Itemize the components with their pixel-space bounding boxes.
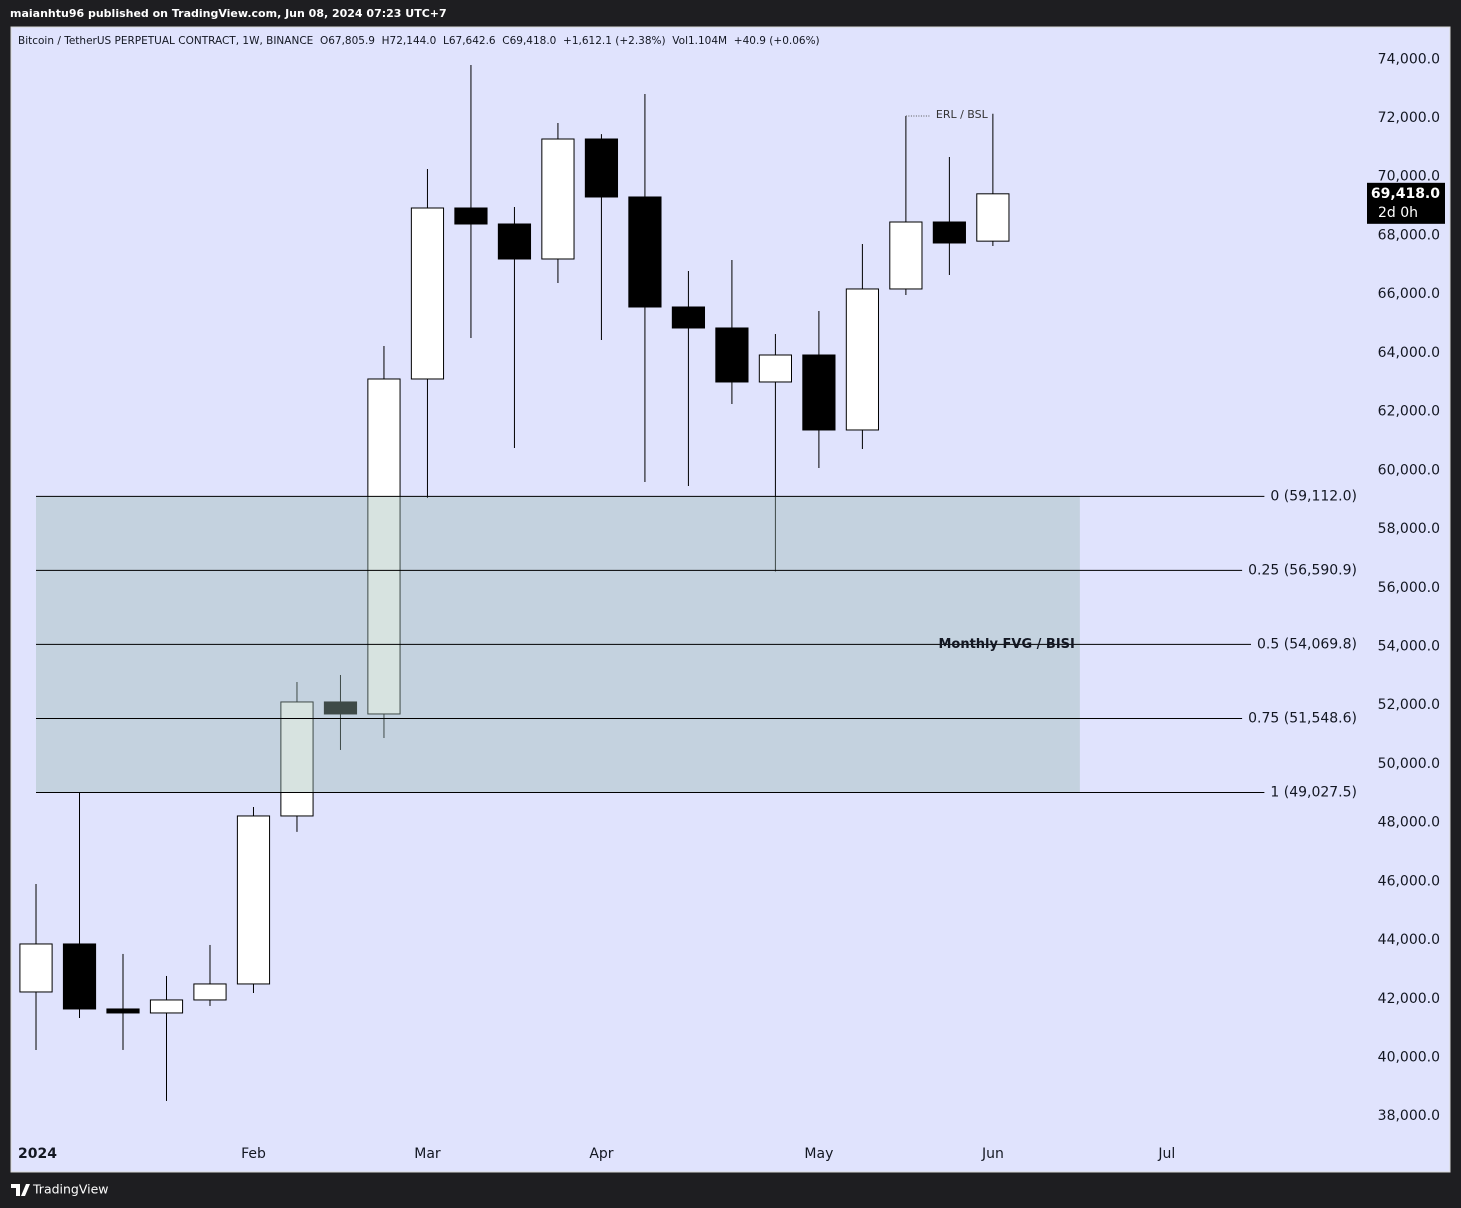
publisher: maianhtu96 published on TradingView.com,… (10, 7, 447, 20)
brand-logo (11, 1184, 30, 1196)
candle-body (149, 999, 184, 1014)
x-tick-label: May (804, 1146, 833, 1162)
y-tick-label: 48,000.0 (1378, 815, 1440, 831)
y-tick-label: 42,000.0 (1378, 991, 1440, 1007)
candle-body (236, 815, 271, 985)
level-label: 0.75 (51,548.6) (1248, 710, 1357, 726)
y-tick-label: 58,000.0 (1378, 521, 1440, 537)
candle-body (62, 943, 97, 1010)
y-tick-label: 38,000.0 (1378, 1108, 1440, 1124)
candle-body (932, 221, 966, 244)
candle-body (323, 701, 358, 715)
y-tick-label: 46,000.0 (1378, 873, 1440, 889)
candle-body (802, 354, 836, 431)
y-tick-label: 74,000.0 (1378, 51, 1440, 67)
chart-title: Bitcoin / TetherUS PERPETUAL CONTRACT, 1… (18, 35, 820, 47)
level-label: 1 (49,027.5) (1270, 784, 1357, 800)
candle-body (845, 288, 879, 431)
y-tick-label: 56,000.0 (1378, 580, 1440, 596)
level-label: 0 (59,112.0) (1270, 488, 1357, 504)
x-tick-label: Jul (1157, 1146, 1175, 1162)
y-tick-label: 70,000.0 (1378, 169, 1440, 185)
price-tag-label: 69,418.0 (1371, 186, 1440, 202)
brand: TradingView (32, 1182, 109, 1197)
y-tick-label: 52,000.0 (1378, 697, 1440, 713)
candle-body (671, 306, 706, 329)
candle-body (541, 138, 575, 260)
candle-body (19, 943, 53, 993)
candle-body (976, 193, 1010, 242)
candle-body (106, 1008, 140, 1014)
candle-body (715, 327, 749, 383)
y-tick-label: 66,000.0 (1378, 286, 1440, 302)
y-tick-label: 64,000.0 (1378, 345, 1440, 361)
candle-body (367, 378, 401, 715)
candle-body (584, 138, 619, 198)
price-tag-countdown: 2d 0h (1378, 205, 1418, 221)
x-tick-label: Apr (589, 1146, 613, 1162)
candle-body (193, 983, 227, 1001)
y-tick-label: 72,000.0 (1378, 110, 1440, 126)
x-tick-label: Jun (981, 1146, 1004, 1162)
candle-body (889, 221, 923, 290)
price-tag (1367, 182, 1445, 224)
level-label: 0.5 (54,069.8) (1257, 636, 1357, 652)
level-label: 0.25 (56,590.9) (1248, 562, 1357, 578)
candle-body (497, 223, 532, 260)
y-tick-label: 62,000.0 (1378, 404, 1440, 420)
x-tick-label: Mar (414, 1146, 441, 1162)
y-tick-label: 60,000.0 (1378, 462, 1440, 478)
y-tick-label: 40,000.0 (1378, 1050, 1440, 1066)
y-tick-label: 44,000.0 (1378, 932, 1440, 948)
candle-body (454, 207, 488, 225)
x-tick-label: Feb (241, 1146, 266, 1162)
zone-label: Monthly FVG / BISI (938, 637, 1074, 652)
annotation: ERL / BSL (936, 108, 989, 121)
candle-body (280, 701, 314, 817)
y-tick-label: 50,000.0 (1378, 756, 1440, 772)
y-tick-label: 68,000.0 (1378, 227, 1440, 243)
x-tick-label: 2024 (18, 1146, 57, 1162)
y-tick-label: 54,000.0 (1378, 638, 1440, 654)
candle-body (758, 354, 793, 383)
candle-body (410, 207, 445, 380)
candle-body (628, 196, 662, 308)
